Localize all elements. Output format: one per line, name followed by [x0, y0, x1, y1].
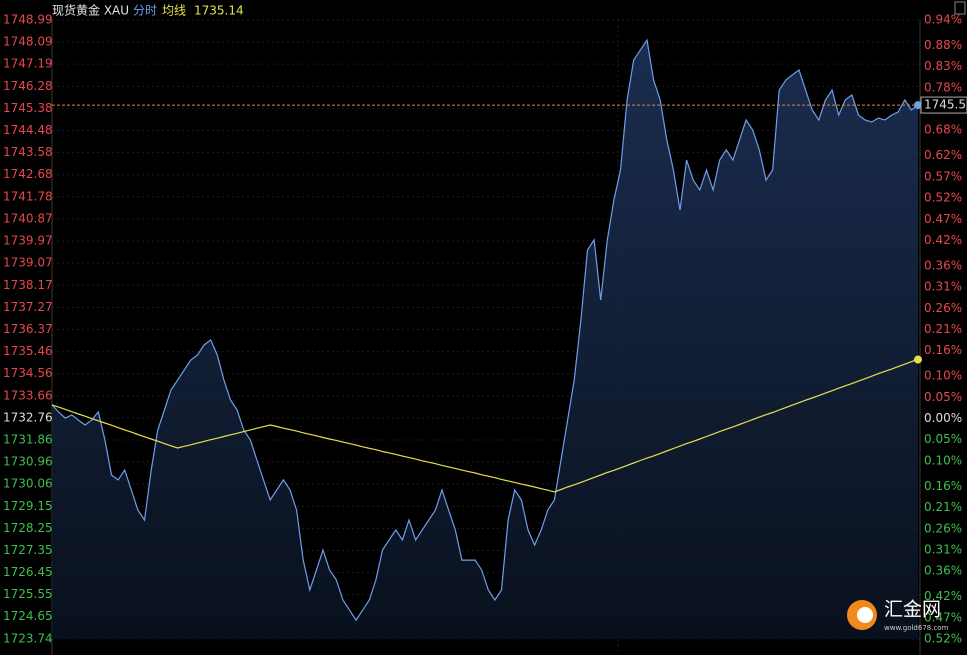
plot — [51, 38, 922, 640]
avg-value: 1735.14 — [194, 4, 244, 18]
y2-tick-label: 0.26% — [924, 301, 962, 315]
y2-tick-label: 0.10% — [924, 369, 962, 383]
y2-tick-label: 0.21% — [924, 322, 962, 336]
average-end-dot — [914, 355, 922, 364]
y-tick-label: 1732.76 — [3, 410, 53, 424]
y-tick-label: 1743.58 — [3, 145, 53, 159]
y2-tick-label: 0.42% — [924, 589, 962, 603]
logo-icon-inner — [857, 607, 873, 623]
chart-title: 现货黄金 XAU — [52, 3, 129, 18]
last-price-label: 1745.52 — [924, 98, 967, 112]
y2-tick-label: 0.05% — [924, 432, 962, 446]
logo-text: 汇金网 — [884, 599, 941, 621]
y-tick-label: 1745.38 — [3, 101, 53, 115]
y-tick-label: 1740.87 — [3, 212, 53, 226]
y-tick-label: 1746.28 — [3, 79, 53, 93]
y-tick-label: 1730.06 — [3, 477, 53, 491]
y-tick-label: 1726.45 — [3, 565, 53, 579]
y-tick-label: 1742.68 — [3, 167, 53, 181]
y2-tick-label: 0.36% — [924, 564, 962, 578]
y2-tick-label: 0.47% — [924, 212, 962, 226]
y2-tick-label: 0.52% — [924, 632, 962, 646]
y2-tick-label: 0.00% — [924, 411, 962, 425]
y2-tick-label: 0.36% — [924, 258, 962, 272]
y2-tick-label: 0.83% — [924, 59, 962, 73]
y-tick-label: 1741.78 — [3, 189, 53, 203]
y2-tick-label: 0.57% — [924, 169, 962, 183]
y-tick-label: 1747.19 — [3, 57, 53, 71]
y2-tick-label: 0.52% — [924, 191, 962, 205]
y2-tick-label: 0.94% — [924, 13, 962, 27]
y-tick-label: 1728.25 — [3, 521, 53, 535]
y-tick-label: 1735.46 — [3, 344, 53, 358]
y-tick-label: 1727.35 — [3, 543, 53, 557]
y2-tick-label: 0.42% — [924, 233, 962, 247]
y2-tick-label: 0.05% — [924, 390, 962, 404]
y-tick-label: 1744.48 — [3, 123, 53, 137]
y2-tick-label: 0.68% — [924, 123, 962, 137]
legend-entry: 均线 — [162, 4, 186, 18]
y-tick-label: 1739.97 — [3, 234, 53, 248]
y-tick-label: 1729.15 — [3, 499, 53, 513]
y2-tick-label: 0.16% — [924, 343, 962, 357]
y-tick-label: 1725.55 — [3, 587, 53, 601]
y-tick-label: 1748.99 — [3, 13, 53, 27]
last-price-box — [920, 96, 967, 114]
y-tick-label: 1738.17 — [3, 278, 53, 292]
y-tick-label: 1723.74 — [3, 632, 53, 646]
watermark: 汇金网 www.gold678.com — [847, 599, 949, 632]
y2-tick-label: 0.21% — [924, 500, 962, 514]
y2-tick-label: 0.31% — [924, 542, 962, 556]
y-tick-label: 1734.56 — [3, 366, 53, 380]
y2-tick-label: 0.78% — [924, 80, 962, 94]
axes: 1748.99 1748.09 1747.19 1746.28 1745.38 1744.… — [3, 13, 967, 646]
logo-url: www.gold678.com — [884, 624, 949, 632]
y2-tick-label: 0.31% — [924, 280, 962, 294]
y-tick-label: 1748.09 — [3, 35, 53, 49]
y2-tick-label: 0.16% — [924, 479, 962, 493]
y-tick-label: 1737.27 — [3, 300, 53, 314]
legend-entry: 分时 — [133, 4, 157, 18]
y-tick-label: 1736.37 — [3, 322, 53, 336]
y2-tick-label: 0.62% — [924, 148, 962, 162]
price-line — [51, 38, 919, 622]
y2-tick-label: 0.10% — [924, 453, 962, 467]
y-tick-label: 1731.86 — [3, 432, 53, 446]
price-end-dot — [914, 101, 922, 110]
window-icon[interactable] — [954, 1, 966, 15]
y2-tick-label: 0.88% — [924, 38, 962, 52]
y-tick-label: 1733.66 — [3, 388, 53, 402]
y-tick-label: 1724.65 — [3, 609, 53, 623]
average-line — [51, 358, 919, 493]
y2-tick-label: 0.47% — [924, 610, 962, 624]
price-area — [52, 40, 918, 640]
y-tick-label: 1730.96 — [3, 455, 53, 469]
y2-tick-label: 0.26% — [924, 521, 962, 535]
y-tick-label: 1739.07 — [3, 256, 53, 270]
